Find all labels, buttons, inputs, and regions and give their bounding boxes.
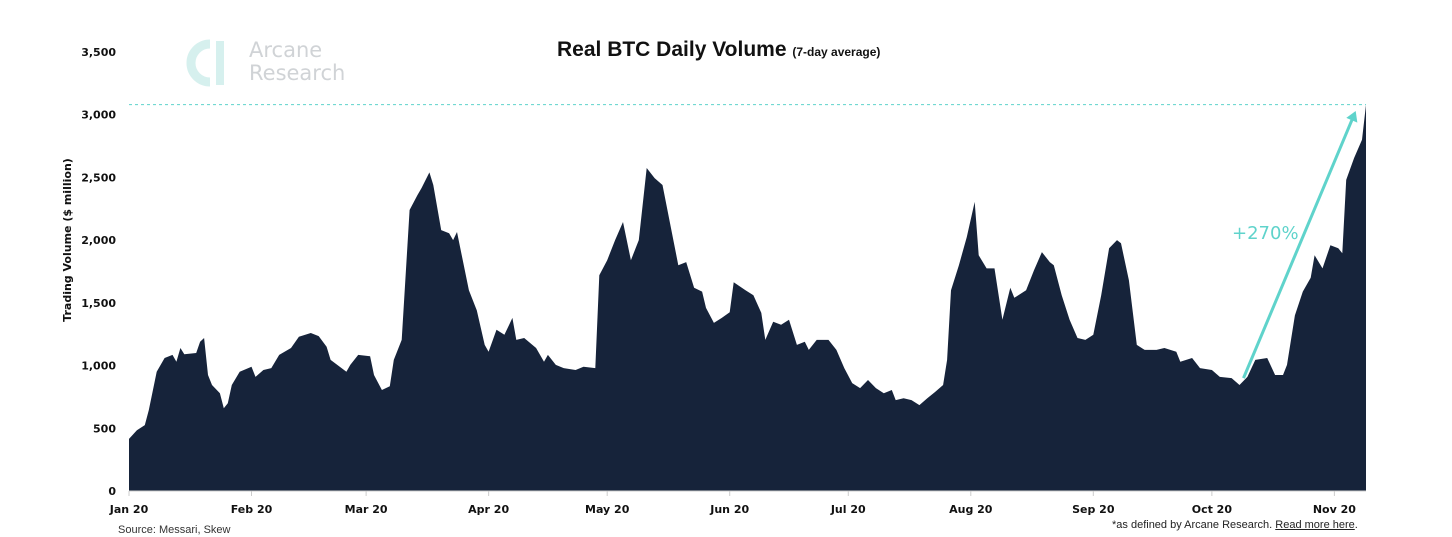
logo-text: Arcane Research (249, 39, 345, 85)
footnote: *as defined by Arcane Research. Read mor… (1112, 519, 1358, 531)
y-tick-label: 1,000 (81, 360, 116, 373)
y-tick-label: 1,500 (81, 297, 116, 310)
arrowhead-icon (1346, 111, 1358, 123)
x-tick-label: Mar 20 (345, 503, 388, 516)
x-tick-label: Jan 20 (109, 503, 149, 516)
chart-subtitle: (7-day average) (792, 45, 881, 59)
x-tick-label: Apr 20 (468, 503, 509, 516)
x-tick-label: May 20 (585, 503, 630, 516)
x-tick-label: Feb 20 (231, 503, 273, 516)
logo-line-1: Arcane (249, 38, 323, 62)
growth-arrow (1242, 114, 1356, 379)
y-tick-label: 3,500 (81, 46, 116, 59)
footnote-text: *as defined by Arcane Research. (1112, 519, 1276, 531)
y-tick-label: 500 (93, 422, 116, 435)
y-tick-label: 3,000 (81, 109, 116, 122)
x-tick-label: Aug 20 (949, 503, 993, 516)
source-note: Source: Messari, Skew (118, 524, 231, 536)
y-axis-label: Trading Volume ($ million) (61, 158, 74, 322)
title-text: Real BTC Daily Volume (557, 38, 787, 61)
x-tick-label: Jul 20 (830, 503, 866, 516)
y-tick-label: 0 (108, 485, 116, 498)
x-tick-label: Jun 20 (709, 503, 749, 516)
x-tick-label: Oct 20 (1192, 503, 1233, 516)
chart-title: Real BTC Daily Volume (7-day average) (557, 38, 880, 62)
y-tick-label: 2,500 (81, 171, 116, 184)
arcane-logo-icon (186, 39, 224, 87)
x-tick-label: Sep 20 (1072, 503, 1115, 516)
x-tick-label: Nov 20 (1313, 503, 1356, 516)
y-tick-label: 2,000 (81, 234, 116, 247)
logo-line-2: Research (249, 61, 346, 85)
footnote-end: . (1354, 519, 1358, 531)
read-more-link[interactable]: Read more here (1275, 519, 1355, 531)
growth-annotation: +270% (1232, 223, 1299, 244)
volume-area (129, 104, 1366, 491)
